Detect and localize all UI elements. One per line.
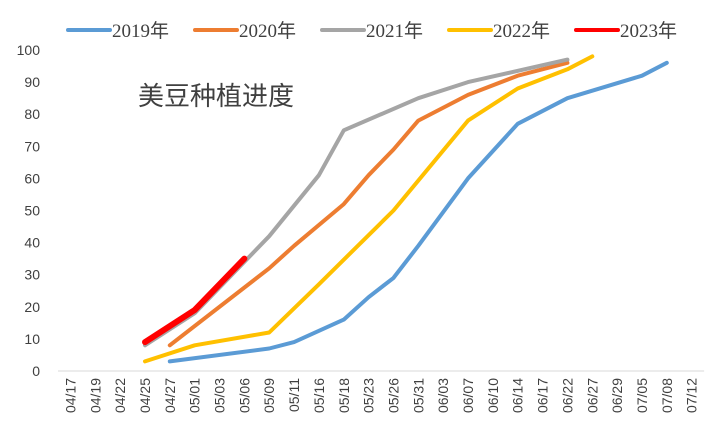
x-tick-label: 05/31 (410, 378, 426, 413)
y-tick-label: 30 (24, 267, 40, 283)
x-tick-label: 05/18 (336, 378, 352, 413)
y-axis-ticks: 0 10 20 30 40 50 60 70 80 90 100 (17, 42, 41, 379)
x-tick-label: 06/03 (435, 378, 451, 413)
x-tick-label: 06/22 (559, 378, 575, 413)
y-tick-label: 70 (24, 138, 40, 154)
y-tick-label: 0 (32, 363, 40, 379)
x-tick-label: 05/23 (361, 378, 377, 413)
x-axis-ticks: 04/17 04/19 04/22 04/25 04/27 05/01 05/03 05/06… (62, 378, 699, 413)
x-tick-label: 05/09 (261, 378, 277, 413)
legend-label: 2022年 (493, 20, 550, 42)
x-tick-label: 06/10 (485, 378, 501, 413)
chart-title: 美豆种植进度 (138, 82, 294, 112)
y-tick-label: 50 (24, 203, 40, 219)
legend-label: 2019年 (112, 20, 169, 42)
x-tick-label: 07/05 (634, 378, 650, 413)
x-tick-label: 04/25 (137, 378, 153, 413)
y-tick-label: 90 (24, 74, 40, 90)
y-tick-label: 60 (24, 170, 40, 186)
x-tick-label: 05/01 (187, 378, 203, 413)
series-lines (142, 54, 669, 364)
x-tick-label: 05/06 (236, 378, 252, 413)
x-tick-label: 04/19 (87, 378, 103, 413)
x-tick-label: 06/14 (510, 378, 526, 413)
legend-label: 2020年 (239, 20, 296, 42)
x-tick-label: 05/11 (286, 378, 302, 412)
x-tick-label: 05/26 (385, 378, 401, 413)
x-tick-label: 07/08 (659, 378, 675, 413)
x-tick-label: 06/27 (584, 378, 600, 413)
y-tick-label: 40 (24, 235, 40, 251)
x-tick-label: 05/16 (311, 378, 327, 413)
x-tick-label: 05/03 (212, 378, 228, 413)
series-line-2019年 (167, 60, 669, 364)
x-tick-label: 07/12 (684, 378, 700, 413)
y-tick-label: 80 (24, 106, 40, 122)
x-tick-label: 04/22 (112, 378, 128, 413)
legend: 2019年 2020年 2021年 2022年 2023年 (66, 20, 677, 42)
y-tick-label: 100 (17, 42, 41, 58)
y-tick-label: 20 (24, 299, 40, 315)
legend-label: 2023年 (620, 20, 677, 42)
x-tick-label: 04/27 (162, 378, 178, 413)
legend-label: 2021年 (366, 20, 423, 42)
y-tick-label: 10 (24, 331, 40, 347)
x-tick-label: 04/17 (62, 378, 78, 413)
x-tick-label: 06/17 (535, 378, 551, 413)
series-line-2020年 (167, 60, 570, 348)
x-tick-label: 06/07 (460, 378, 476, 413)
x-tick-label: 06/29 (609, 378, 625, 413)
